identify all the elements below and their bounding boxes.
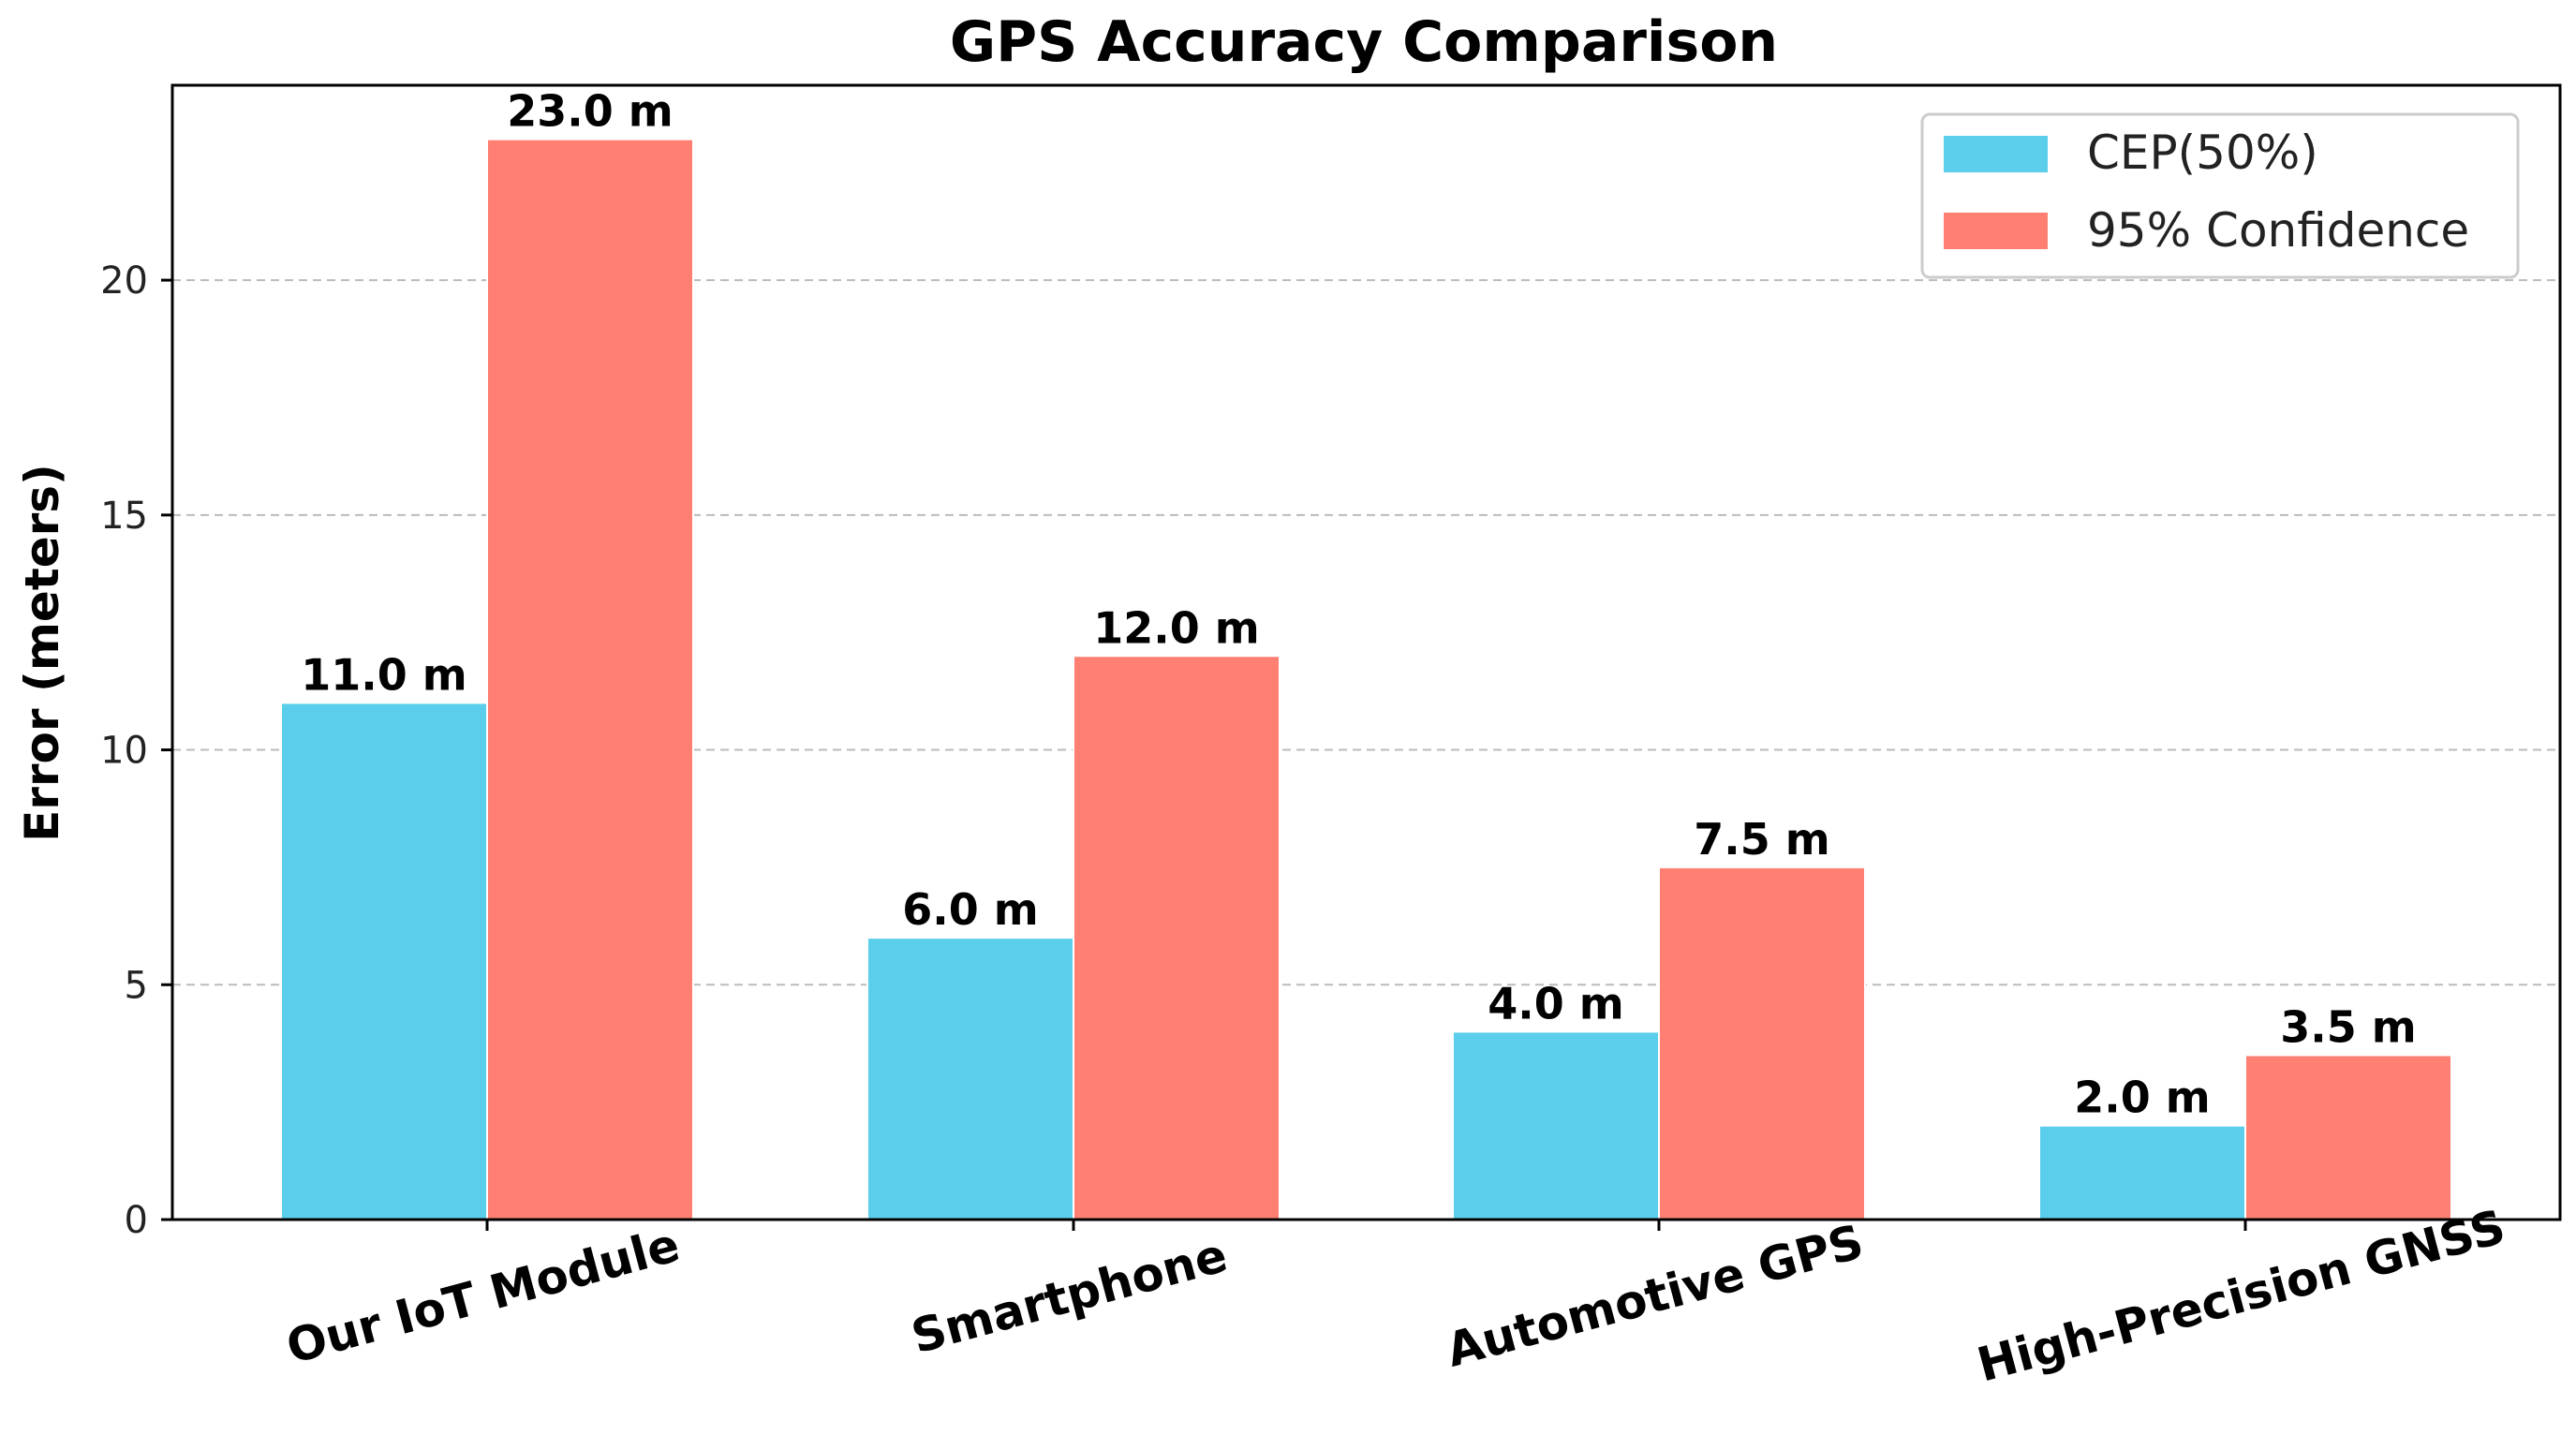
- data-label-confidence-our-iot-module: 23.0 m: [507, 86, 673, 137]
- legend-label-confidence: 95% Confidence: [2087, 203, 2469, 258]
- bar-cep-automotive-gps: [1452, 1030, 1660, 1221]
- data-label-cep-automotive-gps: 4.0 m: [1488, 978, 1623, 1028]
- y-axis-label: Error (meters): [15, 464, 69, 842]
- chart-title: GPS Accuracy Comparison: [950, 9, 1778, 75]
- y-tick-label-5: 5: [125, 964, 148, 1007]
- legend: CEP(50%) 95% Confidence: [1920, 112, 2520, 279]
- data-label-cep-smartphone: 6.0 m: [902, 884, 1038, 935]
- y-tick-label-20: 20: [100, 259, 148, 303]
- bar-confidence-automotive-gps: [1658, 866, 1866, 1221]
- bar-cep-our-iot-module: [280, 702, 488, 1221]
- y-tick-label-0: 0: [125, 1199, 148, 1242]
- y-tick-label-10: 10: [100, 730, 148, 773]
- bar-cep-high-precision-gnss: [2038, 1124, 2246, 1221]
- data-label-confidence-automotive-gps: 7.5 m: [1694, 814, 1829, 865]
- data-label-cep-our-iot-module: 11.0 m: [301, 649, 466, 700]
- bar-confidence-smartphone: [1073, 655, 1281, 1221]
- bar-confidence-our-iot-module: [486, 138, 694, 1221]
- bar-confidence-high-precision-gnss: [2244, 1054, 2452, 1221]
- legend-swatch-cep: [1944, 136, 2048, 172]
- data-label-confidence-smartphone: 12.0 m: [1093, 602, 1259, 653]
- data-label-confidence-high-precision-gnss: 3.5 m: [2280, 1001, 2416, 1052]
- legend-swatch-confidence: [1944, 213, 2048, 249]
- data-label-cep-high-precision-gnss: 2.0 m: [2074, 1073, 2210, 1123]
- plot-area: 11.0 m 6.0 m 4.0 m 2.0 m 23.0 m 12.0 m 7.5 m 3.…: [100, 83, 2562, 1393]
- bar-cep-smartphone: [866, 937, 1074, 1221]
- y-tick-label-15: 15: [100, 495, 148, 538]
- legend-frame: [1920, 112, 2520, 279]
- legend-label-cep: CEP(50%): [2087, 126, 2318, 180]
- axes-frame: [170, 83, 2562, 1221]
